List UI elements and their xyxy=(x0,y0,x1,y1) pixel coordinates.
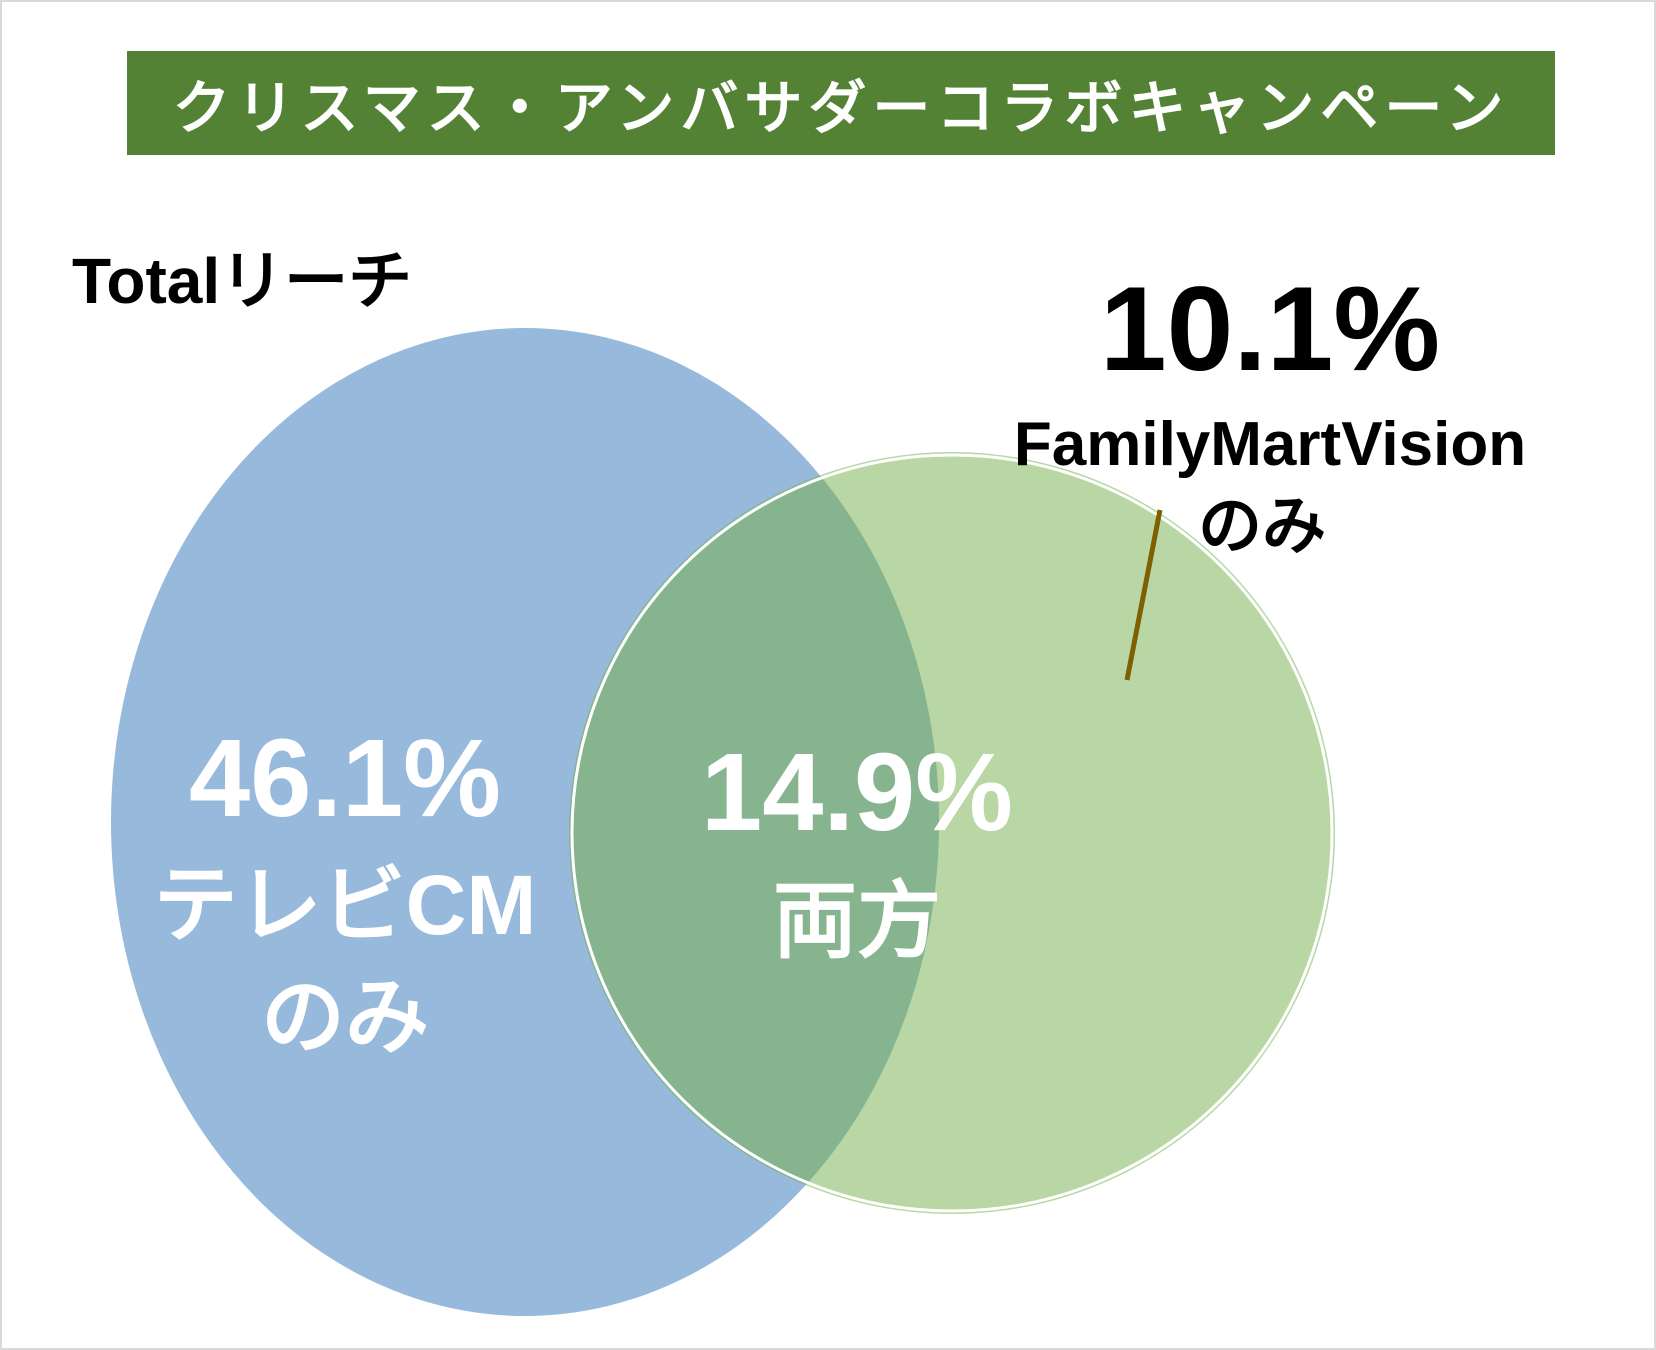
overlap-region xyxy=(569,452,939,1214)
fmv-only-value: 10.1% xyxy=(1100,262,1440,396)
title-text: クリスマス・アンバサダーコラボキャンペーン xyxy=(172,76,1510,141)
both-label: 両方 xyxy=(773,874,941,968)
both-value: 14.9% xyxy=(701,731,1013,854)
overlap-outline xyxy=(570,453,1334,1213)
fmv-leader-line xyxy=(1124,509,1163,681)
tv-only-value: 46.1% xyxy=(189,717,501,840)
title-banner: クリスマス・アンバサダーコラボキャンペーン xyxy=(127,51,1555,155)
fmv-only-label: FamilyMartVision xyxy=(1014,410,1526,479)
tv-only-label-suffix: のみ xyxy=(261,970,429,1064)
fmv-only-label-suffix: のみ xyxy=(1198,490,1326,562)
tv-only-label: テレビCM xyxy=(154,858,537,952)
total-reach-label: Totalリーチ xyxy=(72,245,413,317)
